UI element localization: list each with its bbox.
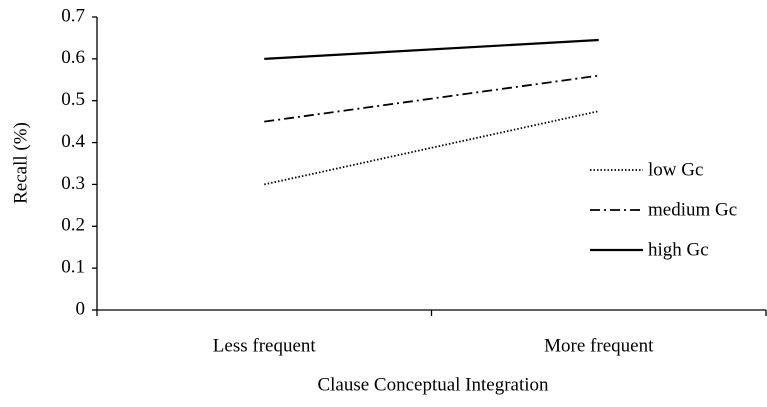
y-tick-label: 0 (76, 298, 86, 319)
x-tick-label: More frequent (544, 335, 654, 356)
legend-label: low Gc (648, 159, 703, 180)
x-tick-label: Less frequent (213, 335, 317, 356)
y-tick-label: 0.3 (61, 173, 85, 194)
y-axis-label: Recall (%) (10, 122, 31, 204)
y-tick-label: 0.4 (61, 131, 85, 152)
y-tick-label: 0.6 (61, 47, 85, 68)
y-tick-label: 0.1 (61, 257, 85, 278)
y-tick-label: 0.2 (61, 215, 85, 236)
series-line (264, 74, 599, 123)
legend-label: high Gc (648, 239, 709, 260)
x-axis-label: Clause Conceptual Integration (317, 374, 549, 395)
y-tick-label: 0.7 (61, 5, 85, 26)
series-line (264, 38, 599, 60)
series-line (264, 110, 599, 186)
legend-label: medium Gc (648, 199, 737, 220)
y-tick-label: 0.5 (61, 89, 85, 110)
